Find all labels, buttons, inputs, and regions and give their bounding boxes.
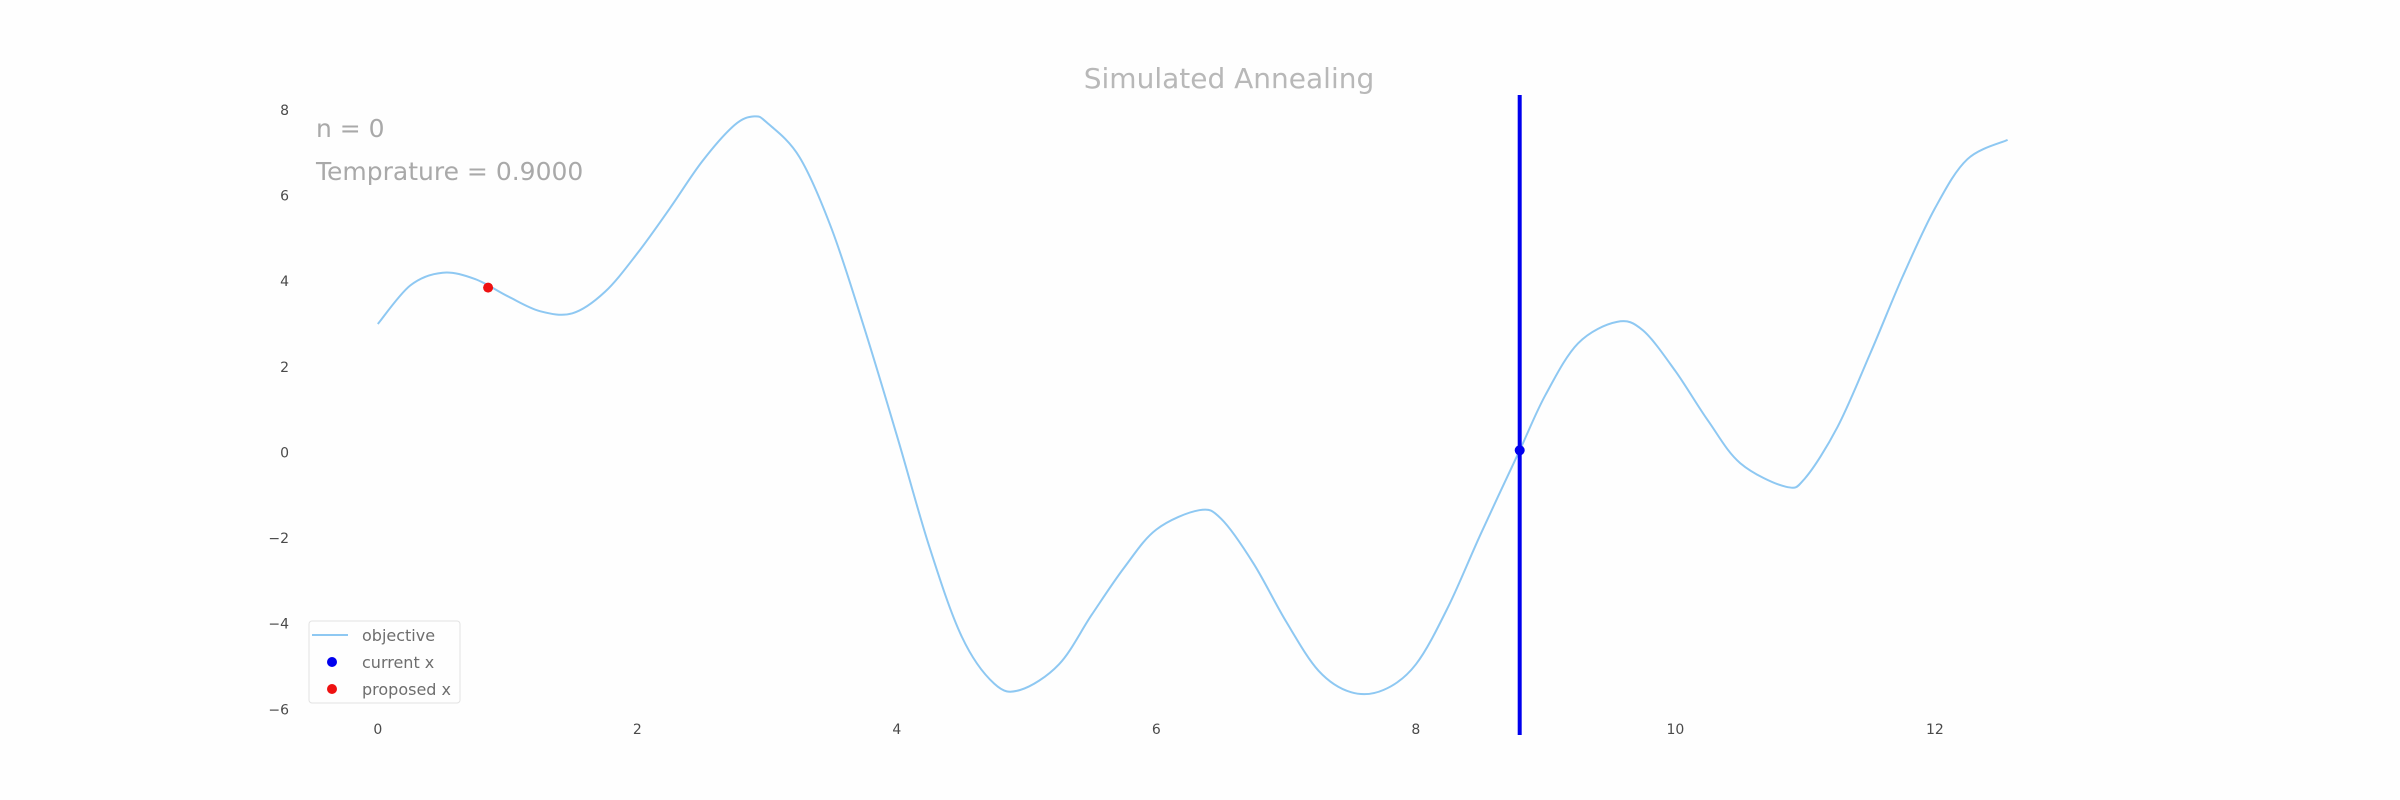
y-tick-label: 6 [280,189,289,205]
legend-objective-label: objective [362,626,435,645]
legend-proposed-x-label: proposed x [362,680,451,699]
y-tick-label: 4 [280,274,289,290]
x-tick-label: 4 [892,722,901,738]
x-tick-label: 12 [1926,722,1944,738]
legend: objective current x proposed x [308,620,461,704]
x-tick-label: 10 [1666,722,1684,738]
objective-series-line [377,115,2009,696]
x-tick-label: 8 [1411,722,1420,738]
y-tick-label: −4 [268,617,289,633]
legend-current-x-swatch [327,657,337,667]
x-tick-label: 2 [633,722,642,738]
x-axis-ticks: 0 2 4 6 8 10 12 [373,722,1943,738]
y-tick-label: 8 [280,103,289,119]
x-tick-label: 0 [373,722,382,738]
y-tick-label: 2 [280,360,289,376]
y-tick-label: −6 [268,702,289,718]
legend-box [308,620,461,704]
legend-proposed-x-swatch [327,684,337,694]
chart-title: Simulated Annealing [1084,62,1375,95]
legend-current-x-label: current x [362,653,434,672]
x-tick-label: 6 [1152,722,1161,738]
y-tick-label: −2 [268,531,289,547]
y-tick-label: 0 [280,445,289,461]
y-axis-ticks: 8 6 4 2 0 −2 −4 −6 [268,103,289,718]
temperature-annotation: Temprature = 0.9000 [315,157,583,186]
proposed-x-point [483,282,494,293]
iteration-annotation: n = 0 [316,114,385,143]
current-x-point [1514,445,1525,456]
